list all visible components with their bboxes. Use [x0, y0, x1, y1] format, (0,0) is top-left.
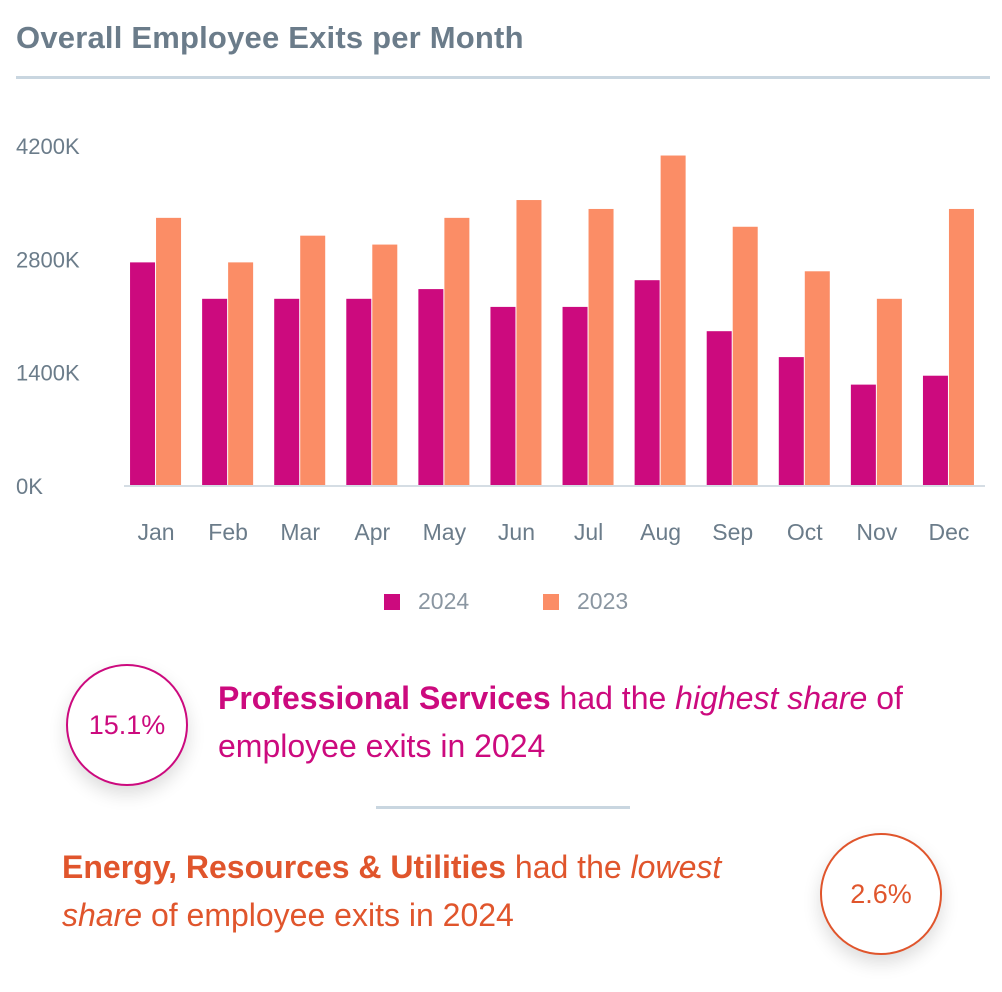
bar-2024-feb[interactable]	[202, 298, 228, 485]
bar-2023-mar[interactable]	[300, 235, 326, 485]
bar-2023-dec[interactable]	[948, 208, 974, 485]
x-tick-label: Feb	[208, 519, 248, 545]
legend-label-2024: 2024	[418, 588, 470, 614]
highest-share-industry: Professional Services	[218, 680, 551, 716]
bar-2024-dec[interactable]	[922, 375, 948, 485]
chart-title: Overall Employee Exits per Month	[16, 20, 524, 55]
y-tick-label: 4200K	[16, 134, 80, 159]
lowest-share-suffix: of employee exits in 2024	[142, 897, 514, 933]
bar-2023-aug[interactable]	[660, 155, 686, 485]
highest-share-badge: 15.1%	[66, 664, 188, 786]
x-tick-label: Aug	[640, 519, 681, 545]
highest-share-suffix: of employee exits in 2024	[218, 680, 903, 764]
x-tick-label: Oct	[787, 519, 823, 545]
highest-share-text: Professional Services had the highest sh…	[218, 674, 958, 770]
lowest-share-connector: had the	[506, 849, 631, 885]
x-tick-label: Nov	[856, 519, 897, 545]
legend-item-2024[interactable]: 2024	[384, 588, 469, 615]
bar-2023-nov[interactable]	[876, 298, 902, 485]
lowest-share-text: Energy, Resources & Utilities had the lo…	[62, 843, 802, 939]
bar-2024-jul[interactable]	[562, 306, 588, 485]
bar-2024-oct[interactable]	[778, 357, 804, 485]
x-tick-label: Apr	[354, 519, 390, 545]
stats-divider	[376, 806, 630, 809]
lowest-share-emphasis: lowest share	[62, 849, 722, 933]
bar-2024-mar[interactable]	[274, 298, 300, 485]
legend-label-2023: 2023	[577, 588, 629, 614]
title-divider	[16, 76, 990, 79]
bar-2023-jun[interactable]	[516, 200, 542, 486]
bar-2024-may[interactable]	[418, 289, 444, 485]
x-tick-label: Mar	[280, 519, 320, 545]
lowest-share-badge: 2.6%	[820, 833, 942, 955]
bar-2023-oct[interactable]	[804, 271, 830, 485]
bar-2024-aug[interactable]	[634, 280, 660, 485]
x-tick-label: Jul	[574, 519, 603, 545]
highest-share-connector: had the	[550, 680, 676, 716]
bar-2024-jun[interactable]	[490, 306, 516, 485]
legend-swatch-2024	[384, 593, 400, 610]
legend-item-2023[interactable]: 2023	[543, 588, 628, 615]
x-tick-label: Dec	[929, 519, 970, 545]
bar-2023-sep[interactable]	[732, 226, 758, 485]
y-tick-label: 0K	[16, 474, 43, 499]
x-tick-label: Jan	[137, 519, 174, 545]
x-tick-label: May	[423, 519, 467, 545]
bar-2023-apr[interactable]	[372, 244, 398, 485]
lowest-share-industry: Energy, Resources & Utilities	[62, 849, 506, 885]
bar-2023-feb[interactable]	[228, 262, 254, 485]
bar-2023-jul[interactable]	[588, 208, 614, 485]
bar-chart: 0K 1400K 2800K 4200K Jan Feb Mar Apr May Jun Jul Au…	[16, 134, 985, 545]
bar-2024-sep[interactable]	[706, 331, 732, 485]
bar-2023-jan[interactable]	[156, 217, 182, 485]
bar-2024-apr[interactable]	[346, 298, 372, 485]
x-tick-label: Sep	[712, 519, 753, 545]
highest-share-emphasis: highest share	[675, 680, 868, 716]
bar-2024-nov[interactable]	[850, 384, 876, 485]
x-tick-label: Jun	[498, 519, 535, 545]
legend-swatch-2023	[543, 593, 559, 610]
bar-2023-may[interactable]	[444, 217, 470, 485]
bar-2024-jan[interactable]	[130, 262, 156, 485]
y-tick-label: 1400K	[16, 361, 80, 386]
y-tick-label: 2800K	[16, 247, 80, 272]
chart-legend: 2024 2023	[0, 588, 1002, 620]
